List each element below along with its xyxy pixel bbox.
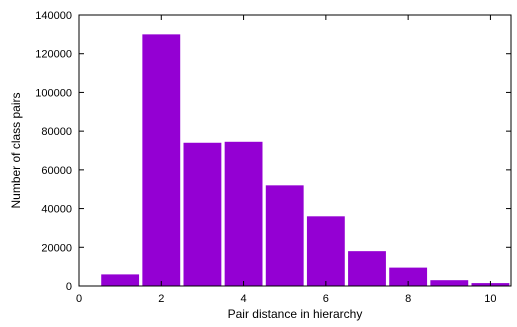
x-tick-label-4: 4 (241, 293, 247, 305)
ticks-layer: 0 20000 40000 60000 80000 100000 120000 140000 0… (35, 10, 511, 305)
x-tick-label-2: 2 (158, 293, 164, 305)
bar-8 (389, 267, 428, 286)
y-tick-label-40000: 40000 (41, 204, 72, 216)
x-tick-label-10: 10 (484, 293, 496, 305)
y-tick-label-100000: 100000 (35, 87, 72, 99)
y-tick-label-0: 0 (66, 281, 72, 293)
bar-5 (265, 185, 304, 286)
bars-layer (101, 34, 510, 286)
plot-frame (78, 14, 512, 287)
x-axis-label: Pair distance in hierarchy (228, 307, 363, 321)
bar-3 (183, 142, 222, 286)
x-tick-label-6: 6 (323, 293, 329, 305)
y-tick-label-140000: 140000 (35, 10, 72, 22)
y-tick-label-120000: 120000 (35, 49, 72, 61)
bar-6 (306, 216, 345, 286)
y-tick-label-80000: 80000 (41, 126, 72, 138)
x-tick-label-0: 0 (76, 293, 82, 305)
bar-2 (142, 34, 181, 286)
bar-9 (430, 280, 469, 286)
y-tick-label-60000: 60000 (41, 165, 72, 177)
bar-7 (348, 251, 386, 286)
y-tick-label-20000: 20000 (41, 242, 72, 254)
x-tick-label-8: 8 (405, 293, 411, 305)
bar-1 (101, 274, 140, 286)
y-axis-label: Number of class pairs (9, 92, 23, 208)
bar-4 (224, 141, 263, 286)
